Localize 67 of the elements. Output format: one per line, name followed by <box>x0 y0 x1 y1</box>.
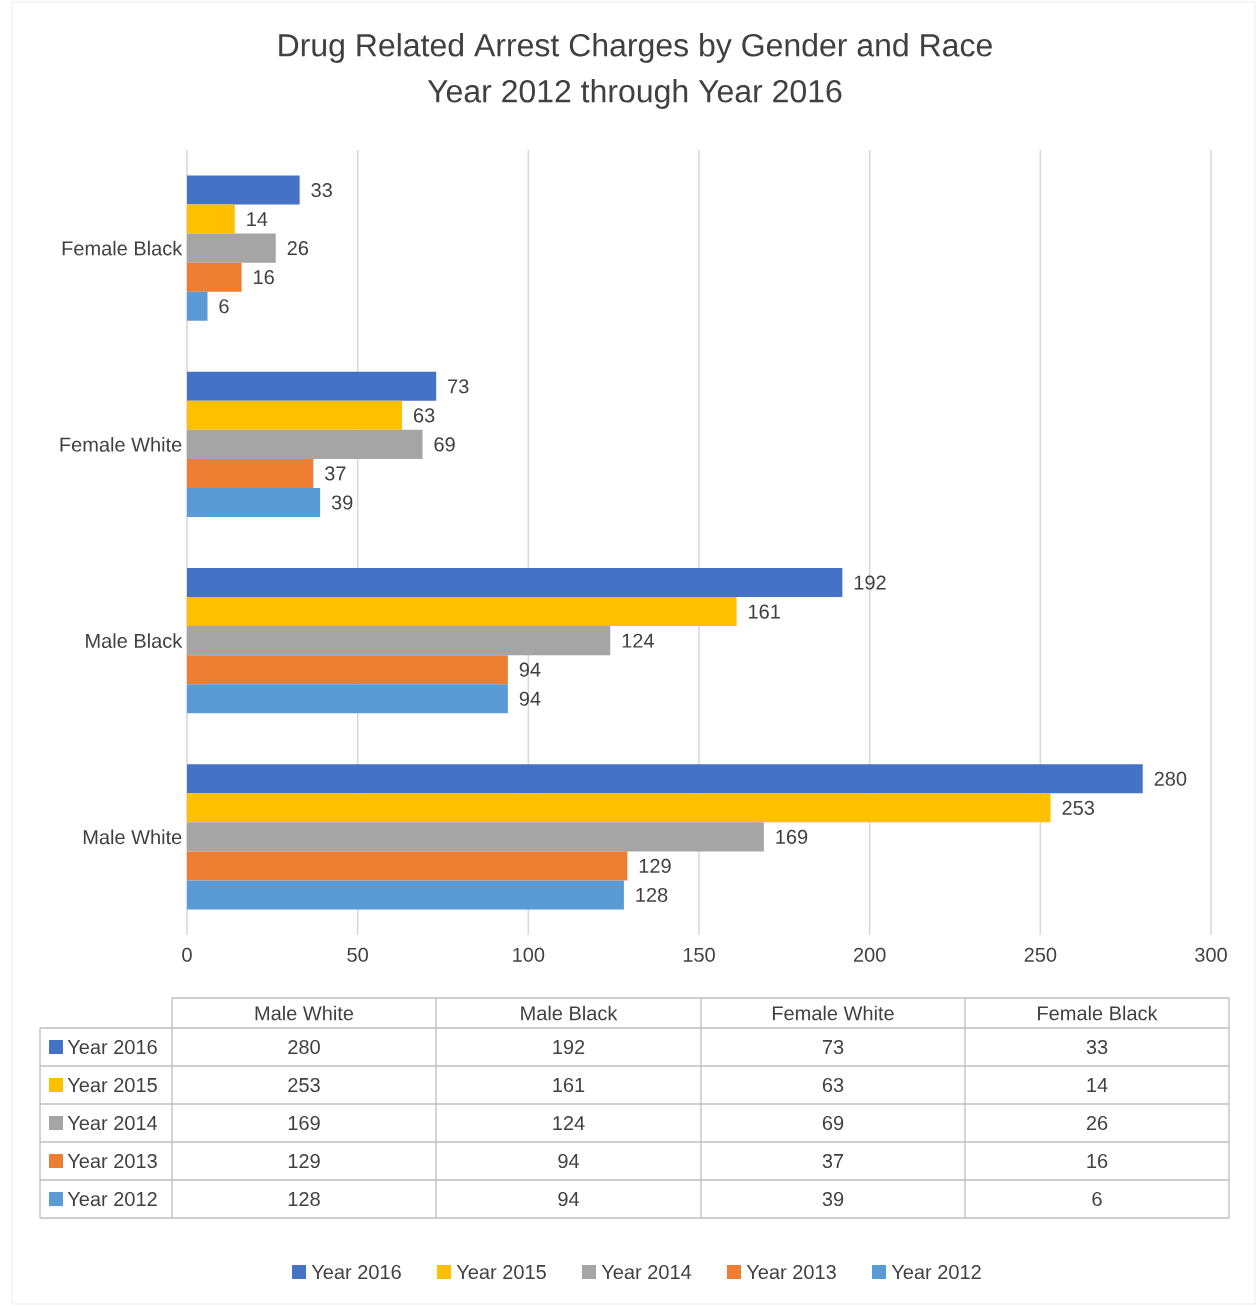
category-label: Male Black <box>521 1005 618 1021</box>
x-tick-label: 100 <box>513 947 545 962</box>
data-label: 129 <box>639 858 671 873</box>
data-label: 280 <box>1154 771 1187 786</box>
legend-label: Year 2012 <box>67 1191 157 1207</box>
x-tick-label: 50 <box>347 947 368 962</box>
category-label: Female White <box>772 1005 894 1021</box>
data-label: 26 <box>287 241 309 256</box>
text: 39 <box>822 1191 844 1207</box>
data-label: 192 <box>854 575 886 590</box>
data-label: 6 <box>219 299 229 314</box>
x-tick-label: 200 <box>853 947 886 962</box>
text: 253 <box>288 1077 320 1093</box>
text: Year 2015 <box>456 1264 546 1280</box>
legend-label: Year 2015 <box>67 1077 157 1093</box>
y-tick-label: Male White <box>83 829 182 845</box>
legend-label: Year 2014 <box>67 1115 158 1131</box>
data-label: 33 <box>311 182 332 198</box>
text: Year 2016 <box>311 1264 401 1280</box>
y-tick-label: Female White <box>60 437 182 452</box>
text: Year 2013 <box>746 1264 836 1280</box>
data-label: 69 <box>434 437 455 452</box>
text: 94 <box>558 1191 580 1207</box>
data-label: 39 <box>331 495 353 510</box>
category-label: Female Black <box>1038 1005 1158 1021</box>
data-label: 14 <box>247 212 268 226</box>
text: 129 <box>288 1153 320 1169</box>
text: 128 <box>288 1191 320 1207</box>
chart-subtitle: Year 2012 through Year 2016 <box>427 79 842 109</box>
data-label: 16 <box>254 270 274 285</box>
text: 73 <box>822 1039 844 1055</box>
text: 192 <box>553 1039 585 1055</box>
text: 6 <box>1092 1191 1102 1207</box>
text: 63 <box>822 1077 844 1093</box>
text: 161 <box>553 1077 585 1093</box>
data-label: 94 <box>519 662 541 677</box>
data-label: 63 <box>414 408 435 423</box>
text: 33 <box>1086 1039 1108 1055</box>
text: 16 <box>1087 1153 1108 1169</box>
data-label: 124 <box>622 633 654 648</box>
y-tick-label: Female Black <box>62 240 183 256</box>
x-tick-label: 300 <box>1195 947 1227 962</box>
data-label: 94 <box>519 691 541 706</box>
text: 69 <box>822 1115 844 1131</box>
x-tick-label: 250 <box>1024 947 1057 962</box>
data-label: 73 <box>448 379 469 394</box>
text: 280 <box>288 1039 320 1055</box>
category-label: Male White <box>255 1005 354 1021</box>
x-tick-label: 0 <box>182 947 192 962</box>
text: 94 <box>558 1153 580 1169</box>
text: 169 <box>288 1115 320 1131</box>
data-label: 161 <box>749 604 780 619</box>
data-label: 169 <box>776 829 808 844</box>
x-tick-label: 150 <box>683 947 715 962</box>
chart-title: Drug Related Arrest Charges by Gender and Race <box>279 33 992 63</box>
y-tick-label: Male Black <box>86 633 183 648</box>
legend-label: Year 2013 <box>67 1153 157 1169</box>
data-label: 253 <box>1062 800 1094 815</box>
legend-label: Year 2016 <box>67 1039 157 1055</box>
text: 124 <box>553 1116 585 1130</box>
text: 37 <box>822 1153 844 1169</box>
text: Year 2012 <box>891 1264 981 1280</box>
text: 14 <box>1087 1078 1108 1092</box>
text: 26 <box>1086 1115 1108 1131</box>
data-label: 37 <box>324 466 346 481</box>
data-label: 128 <box>636 887 668 903</box>
text: Year 2014 <box>601 1264 692 1280</box>
